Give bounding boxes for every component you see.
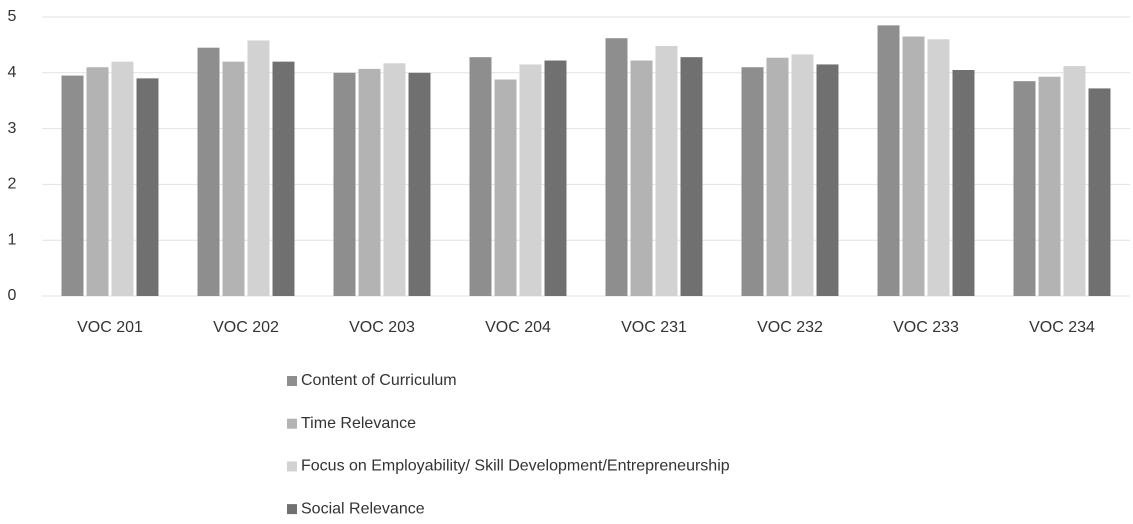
x-tick-label: VOC 233 xyxy=(893,319,959,336)
bar xyxy=(630,60,653,296)
bar xyxy=(1063,66,1086,296)
bar xyxy=(605,38,628,296)
y-tick-label: 4 xyxy=(8,64,17,81)
bar xyxy=(358,68,381,296)
bar xyxy=(136,78,159,296)
bar xyxy=(791,54,814,296)
bar xyxy=(222,61,245,296)
bar xyxy=(247,40,270,296)
bar xyxy=(902,36,925,296)
legend-swatch xyxy=(287,376,297,386)
bar xyxy=(86,67,109,296)
x-tick-label: VOC 231 xyxy=(621,319,687,336)
y-tick-label: 5 xyxy=(8,8,17,25)
x-tick-label: VOC 202 xyxy=(213,319,279,336)
x-tick-label: VOC 201 xyxy=(77,319,143,336)
x-tick-label: VOC 203 xyxy=(349,319,415,336)
bar xyxy=(494,79,517,296)
legend-label: Social Relevance xyxy=(301,500,425,517)
bar xyxy=(766,57,789,296)
bar xyxy=(272,61,295,296)
legend-swatch xyxy=(287,461,297,472)
bar xyxy=(383,63,406,297)
bar xyxy=(544,60,567,296)
bar xyxy=(1038,76,1061,297)
bar xyxy=(333,72,356,296)
y-tick-label: 2 xyxy=(8,176,17,193)
bar xyxy=(111,61,134,296)
y-tick-label: 1 xyxy=(8,231,17,248)
bar xyxy=(927,39,950,296)
legend-label: Content of Curriculum xyxy=(301,372,457,389)
bar xyxy=(741,67,764,296)
x-tick-label: VOC 204 xyxy=(485,319,551,336)
bar xyxy=(816,64,839,297)
bar xyxy=(1013,81,1036,296)
legend-swatch xyxy=(287,418,297,429)
bar xyxy=(952,70,975,296)
bar xyxy=(61,75,84,296)
bar xyxy=(1088,88,1111,296)
bar xyxy=(680,57,703,297)
legend-label: Focus on Employability/ Skill Developmen… xyxy=(301,458,730,475)
bar xyxy=(519,64,542,297)
y-tick-label: 3 xyxy=(8,120,17,137)
y-tick-label: 0 xyxy=(8,287,17,304)
x-tick-label: VOC 232 xyxy=(757,319,823,336)
bar xyxy=(197,47,220,296)
bar xyxy=(655,46,678,297)
legend-swatch xyxy=(287,504,297,515)
bar xyxy=(877,25,900,297)
x-tick-label: VOC 234 xyxy=(1029,319,1095,336)
legend-label: Time Relevance xyxy=(301,415,416,432)
bar xyxy=(469,57,492,297)
bar xyxy=(408,72,431,296)
